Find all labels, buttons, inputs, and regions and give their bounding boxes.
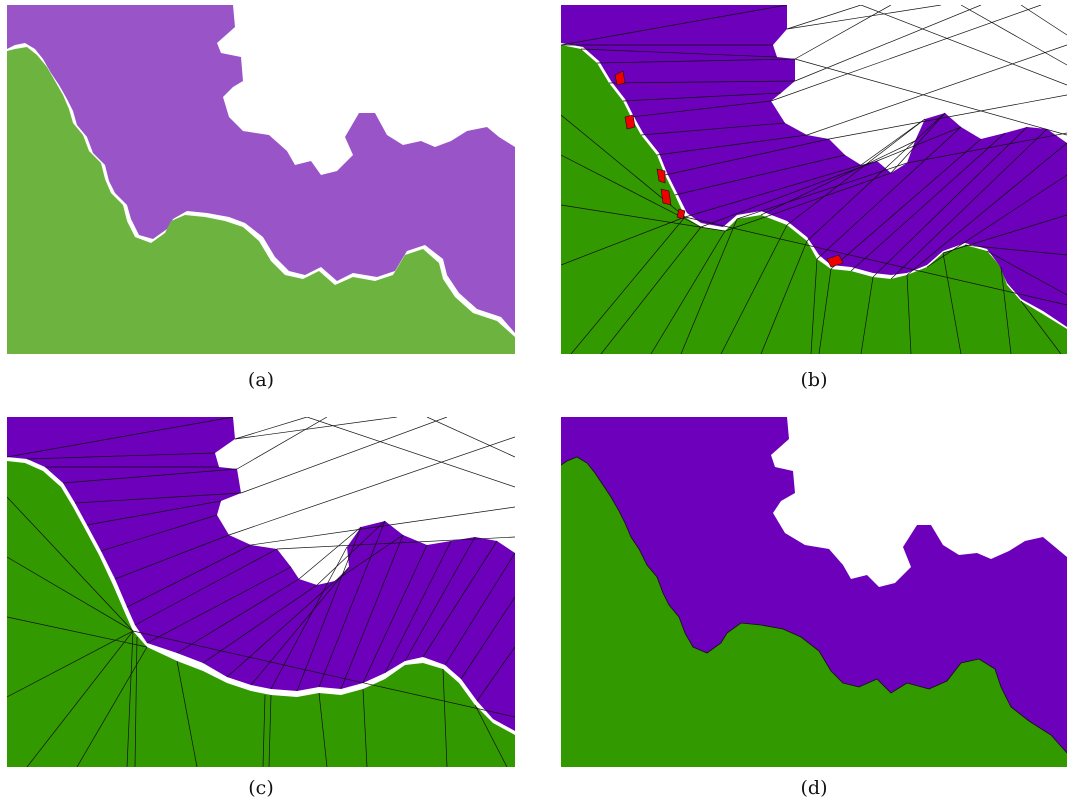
panel-c-map bbox=[7, 417, 515, 767]
panel-a-caption: (a) bbox=[247, 369, 275, 391]
panel-c-caption: (c) bbox=[248, 777, 274, 799]
panel-c-triangulation-mesh bbox=[7, 417, 515, 767]
panel-d-border-line bbox=[561, 456, 1067, 754]
panel-c-green-region bbox=[7, 461, 515, 767]
panel-a-image bbox=[7, 5, 515, 354]
panel-b-caption: (b) bbox=[800, 369, 828, 391]
panel-b-red-patch-5 bbox=[676, 208, 686, 220]
panel-b-green-region bbox=[561, 45, 1067, 354]
panel-b-triangulation-mesh bbox=[561, 5, 1067, 354]
panel-b-image bbox=[561, 5, 1067, 354]
panel-a-purple-region bbox=[7, 5, 515, 333]
panel-c-purple-region bbox=[7, 417, 515, 731]
panel-b-red-patch-1 bbox=[614, 70, 626, 86]
panel-b-red-patch-2 bbox=[624, 114, 636, 130]
panel-b-red-patch-6 bbox=[826, 254, 844, 268]
panel-b-red-patch-3 bbox=[656, 168, 666, 184]
panel-d-image bbox=[561, 417, 1067, 767]
panel-d-caption: (d) bbox=[800, 777, 828, 799]
panel-d-purple-region bbox=[561, 417, 1067, 753]
panel-a-map bbox=[7, 5, 515, 354]
panel-d-green-region bbox=[561, 457, 1067, 767]
panel-a-green-region bbox=[7, 47, 515, 354]
panel-b-red-patch-4 bbox=[660, 188, 672, 206]
panel-d-map bbox=[561, 417, 1067, 767]
panel-b-purple-region bbox=[561, 5, 1067, 327]
panel-b-map bbox=[561, 5, 1067, 354]
panel-c-image bbox=[7, 417, 515, 767]
